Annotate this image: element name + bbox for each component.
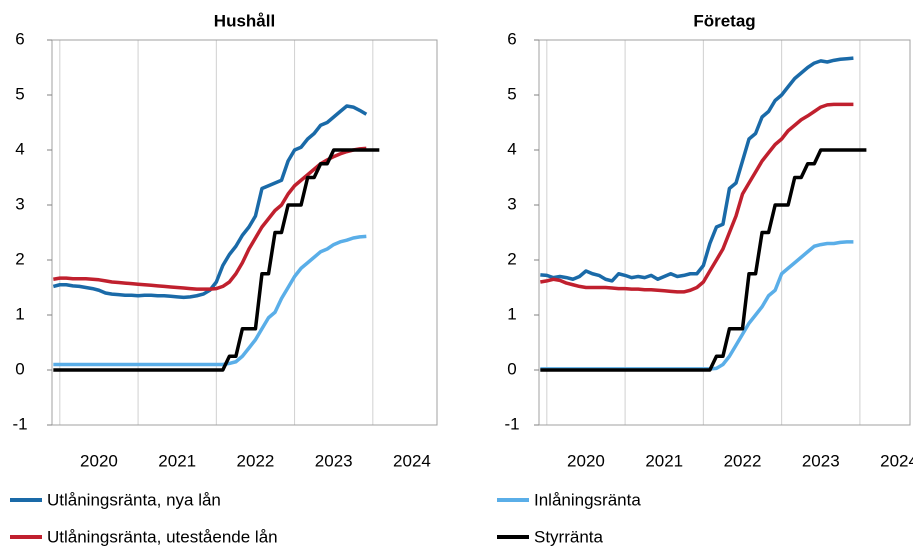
x-tick-label: 2021 [158, 451, 196, 470]
legend-label: Styrränta [534, 527, 604, 546]
y-tick-label: 1 [15, 304, 24, 323]
series-line [53, 148, 380, 372]
x-tick-label: 2022 [237, 451, 275, 470]
y-tick-label: 0 [15, 359, 24, 378]
y-tick-label: 4 [507, 139, 516, 158]
x-tick-label: 2024 [880, 451, 913, 470]
series-line [540, 148, 867, 372]
chart-title: Hushåll [214, 11, 275, 30]
y-tick-label: 3 [15, 194, 24, 213]
legend-label: Inlåningsränta [534, 490, 641, 509]
y-tick-label: 6 [15, 29, 24, 48]
y-tick-label: 0 [507, 359, 516, 378]
x-tick-label: 2022 [724, 451, 762, 470]
legend-label: Utlåningsränta, nya lån [47, 490, 221, 509]
y-tick-label: -1 [504, 414, 519, 433]
series-line [52, 104, 368, 300]
chart-title: Företag [693, 11, 755, 30]
x-tick-label: 2021 [645, 451, 683, 470]
y-tick-label: 1 [507, 304, 516, 323]
legend-label: Utlåningsränta, utestående lån [47, 527, 278, 546]
series-line [53, 234, 367, 367]
y-tick-label: 5 [15, 84, 24, 103]
y-tick-label: 4 [15, 139, 24, 158]
series-line [540, 240, 854, 371]
series-line [540, 102, 854, 294]
x-tick-label: 2020 [567, 451, 605, 470]
series-line [540, 56, 854, 283]
y-tick-label: -1 [12, 414, 27, 433]
plot-frame [51, 39, 438, 426]
x-tick-label: 2020 [80, 451, 118, 470]
y-tick-label: 6 [507, 29, 516, 48]
y-tick-label: 2 [507, 249, 516, 268]
x-tick-label: 2023 [802, 451, 840, 470]
plot-frame [538, 39, 911, 426]
y-tick-label: 5 [507, 84, 516, 103]
series-line [53, 146, 367, 291]
y-tick-label: 3 [507, 194, 516, 213]
y-tick-label: 2 [15, 249, 24, 268]
x-tick-label: 2023 [315, 451, 353, 470]
x-tick-label: 2024 [393, 451, 431, 470]
